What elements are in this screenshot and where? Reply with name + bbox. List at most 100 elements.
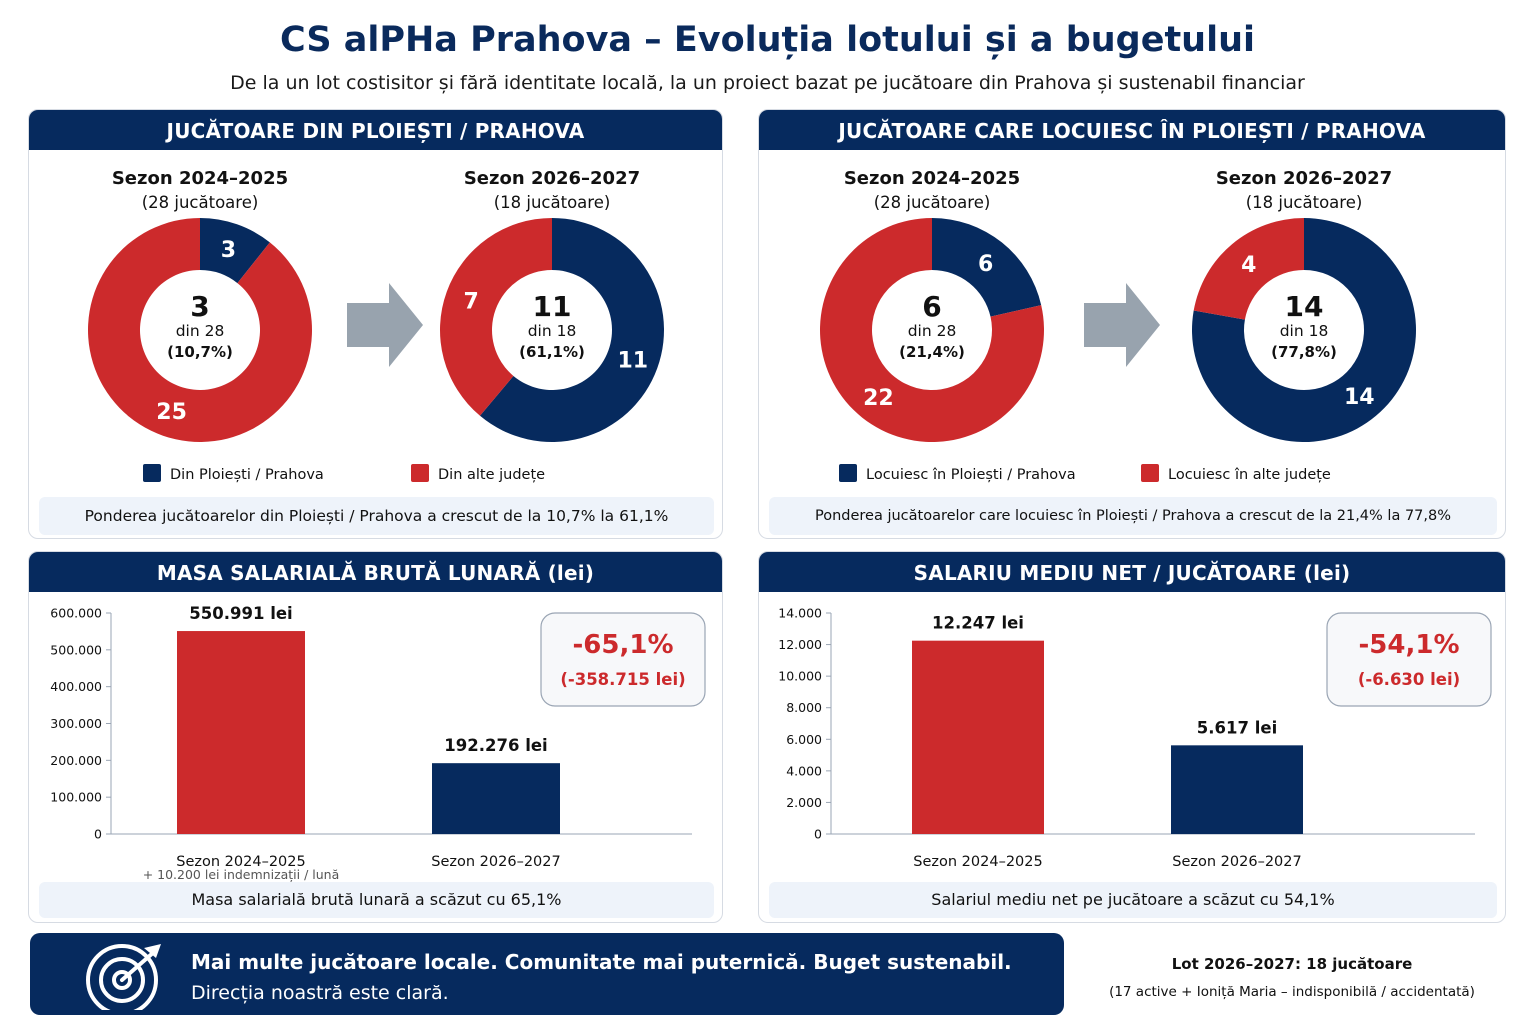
x-tick-label: Sezon 2024–2025	[176, 854, 305, 870]
donut-subtitle: (28 jucătoare)	[874, 193, 991, 212]
slice-label: 6	[978, 252, 993, 277]
donut-subtitle: (18 jucătoare)	[1246, 193, 1363, 212]
x-tick-label: Sezon 2026–2027	[1172, 854, 1301, 870]
page-title: CS alPHa Prahova – Evoluția lotului și a…	[279, 20, 1256, 60]
change-percent: -54,1%	[1359, 630, 1460, 660]
bar	[432, 763, 560, 834]
slice-label: 22	[863, 386, 894, 411]
donut-title: Sezon 2026–2027	[1216, 168, 1392, 189]
banner-slogan: Mai multe jucătoare locale. Comunitate m…	[191, 950, 1012, 974]
legend-label: Din Ploiești / Prahova	[170, 467, 324, 483]
donut-slice	[1193, 218, 1304, 320]
panel-salary-mass-title: MASA SALARIALĂ BRUTĂ LUNARĂ (lei)	[29, 552, 722, 592]
panel-origin-title: JUCĂTOARE DIN PLOIEȘTI / PRAHOVA	[29, 110, 722, 150]
donut-slice	[932, 218, 1042, 317]
y-tick-label: 14.000	[778, 606, 822, 621]
donut-slice	[440, 218, 552, 416]
change-percent: -65,1%	[573, 630, 674, 660]
panel-residence-title: JUCĂTOARE CARE LOCUIESC ÎN PLOIEȘTI / PR…	[759, 110, 1505, 150]
donut-slice	[1192, 218, 1416, 442]
lot-summary-title: Lot 2026–2027: 18 jucătoare	[1171, 955, 1413, 973]
y-tick-label: 100.000	[50, 790, 102, 805]
bar-footnote: + 10.200 lei indemnizații / lună	[143, 867, 340, 882]
slice-label: 11	[618, 348, 649, 373]
avg-salary-bar-chart: 0 2.000 4.000 6.000 8.000 10.000 12.000 14.000 1…	[778, 606, 1492, 870]
salary-mass-note: Masa salarială brută lunară a scăzut cu …	[39, 882, 714, 918]
bottom-banner: Mai multe jucătoare locale. Comunitate m…	[30, 933, 1064, 1015]
donut-center-percent: (21,4%)	[899, 343, 965, 361]
x-tick-label: Sezon 2024–2025	[913, 854, 1042, 870]
donut-slice	[200, 218, 270, 284]
donut-slice	[480, 218, 664, 442]
bar	[177, 631, 305, 834]
donut-title: Sezon 2024–2025	[112, 168, 288, 189]
y-tick-label: 600.000	[50, 606, 102, 621]
y-tick-label: 4.000	[786, 763, 822, 778]
bar	[912, 640, 1044, 834]
bar-value-label: 192.276 lei	[444, 736, 547, 755]
change-absolute: (-6.630 lei)	[1358, 670, 1460, 689]
legend-label: Locuiesc în Ploiești / Prahova	[866, 467, 1076, 483]
donut-title: Sezon 2024–2025	[844, 168, 1020, 189]
donut-center-value: 6	[922, 290, 941, 323]
y-tick-label: 0	[94, 827, 102, 842]
donut-center-percent: (61,1%)	[519, 343, 585, 361]
residence-note: Ponderea jucătoarelor care locuiesc în P…	[769, 497, 1497, 535]
donut-center-percent: (77,8%)	[1271, 343, 1337, 361]
legend-label: Din alte județe	[438, 467, 545, 483]
panel-avg-salary-title: SALARIU MEDIU NET / JUCĂTOARE (lei)	[759, 552, 1505, 592]
arrow-right-icon	[1084, 283, 1160, 367]
panel-origin: JUCĂTOARE DIN PLOIEȘTI / PRAHOVA Sezon 2…	[28, 109, 723, 539]
y-tick-label: 200.000	[50, 753, 102, 768]
y-tick-label: 6.000	[786, 732, 822, 747]
legend-swatch	[143, 464, 161, 482]
change-absolute: (-358.715 lei)	[560, 670, 685, 689]
slice-label: 25	[156, 400, 187, 425]
avg-salary-note: Salariul mediu net pe jucătoare a scăzut…	[769, 882, 1497, 918]
bar-value-label: 5.617 lei	[1197, 718, 1277, 737]
donut-title: Sezon 2026–2027	[464, 168, 640, 189]
y-tick-label: 400.000	[50, 679, 102, 694]
donut-center-value: 14	[1285, 290, 1324, 323]
x-tick-label: Sezon 2026–2027	[431, 854, 560, 870]
donut-center-total: din 28	[176, 322, 225, 340]
donut-center-value: 11	[533, 290, 572, 323]
legend-swatch	[839, 464, 857, 482]
donut-center-value: 3	[190, 290, 209, 323]
slice-label: 4	[1241, 253, 1256, 278]
slice-label: 14	[1344, 385, 1375, 410]
donut-subtitle: (18 jucătoare)	[494, 193, 611, 212]
y-tick-label: 10.000	[778, 669, 822, 684]
legend-label: Locuiesc în alte județe	[1168, 467, 1331, 483]
lot-summary-note: (17 active + Ioniță Maria – indisponibil…	[1109, 984, 1475, 1000]
bar-value-label: 12.247 lei	[932, 614, 1024, 633]
salary-mass-bar-chart: 0 100.000 200.000 300.000 400.000 500.000 600.…	[50, 604, 706, 882]
donut-slice	[88, 218, 312, 442]
donut-subtitle: (28 jucătoare)	[142, 193, 259, 212]
panel-residence: JUCĂTOARE CARE LOCUIESC ÎN PLOIEȘTI / PR…	[758, 109, 1506, 539]
donut-center-total: din 28	[908, 322, 957, 340]
panel-avg-salary: SALARIU MEDIU NET / JUCĂTOARE (lei) 0 2.0…	[758, 551, 1506, 923]
y-tick-label: 500.000	[50, 642, 102, 657]
donut-center-total: din 18	[528, 322, 577, 340]
y-tick-label: 300.000	[50, 716, 102, 731]
y-tick-label: 12.000	[778, 637, 822, 652]
slice-label: 7	[464, 290, 479, 315]
donut-slice	[820, 218, 1044, 442]
target-icon	[86, 944, 161, 1010]
donut-center-percent: (10,7%)	[167, 343, 233, 361]
bar-value-label: 550.991 lei	[189, 604, 292, 623]
bar	[1171, 745, 1303, 834]
panel-salary-mass: MASA SALARIALĂ BRUTĂ LUNARĂ (lei) 0 100.0…	[28, 551, 723, 923]
y-tick-label: 0	[814, 827, 822, 842]
legend-swatch	[411, 464, 429, 482]
y-tick-label: 8.000	[786, 700, 822, 715]
change-box	[1326, 612, 1492, 707]
page-subtitle: De la un lot costisitor și fără identita…	[230, 72, 1305, 94]
arrow-right-icon	[347, 283, 423, 367]
donut-center-total: din 18	[1280, 322, 1329, 340]
banner-tagline: Direcția noastră este clară.	[191, 982, 449, 1004]
y-tick-label: 2.000	[786, 795, 822, 810]
